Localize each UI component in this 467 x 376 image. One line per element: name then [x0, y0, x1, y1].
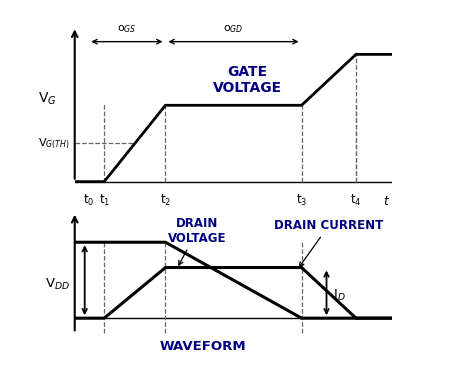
Text: GATE
VOLTAGE: GATE VOLTAGE: [212, 65, 282, 95]
Text: t$_1$: t$_1$: [99, 193, 110, 208]
Text: DRAIN CURRENT: DRAIN CURRENT: [274, 219, 383, 267]
Text: t$_4$: t$_4$: [350, 193, 362, 208]
Text: o$_{GD}$: o$_{GD}$: [223, 23, 244, 35]
Text: t$_3$: t$_3$: [296, 193, 307, 208]
Text: I$_D$: I$_D$: [333, 288, 346, 303]
Text: V$_{G(TH)}$: V$_{G(TH)}$: [38, 136, 70, 151]
Text: WAVEFORM: WAVEFORM: [160, 340, 246, 353]
Text: o$_{GS}$: o$_{GS}$: [117, 23, 137, 35]
Text: t$_0$: t$_0$: [83, 193, 94, 208]
Text: t$_2$: t$_2$: [160, 193, 171, 208]
Text: DRAIN
VOLTAGE: DRAIN VOLTAGE: [168, 217, 226, 265]
Text: t: t: [383, 196, 388, 209]
Text: V$_G$: V$_G$: [38, 91, 57, 107]
Text: V$_{DD}$: V$_{DD}$: [45, 276, 70, 291]
